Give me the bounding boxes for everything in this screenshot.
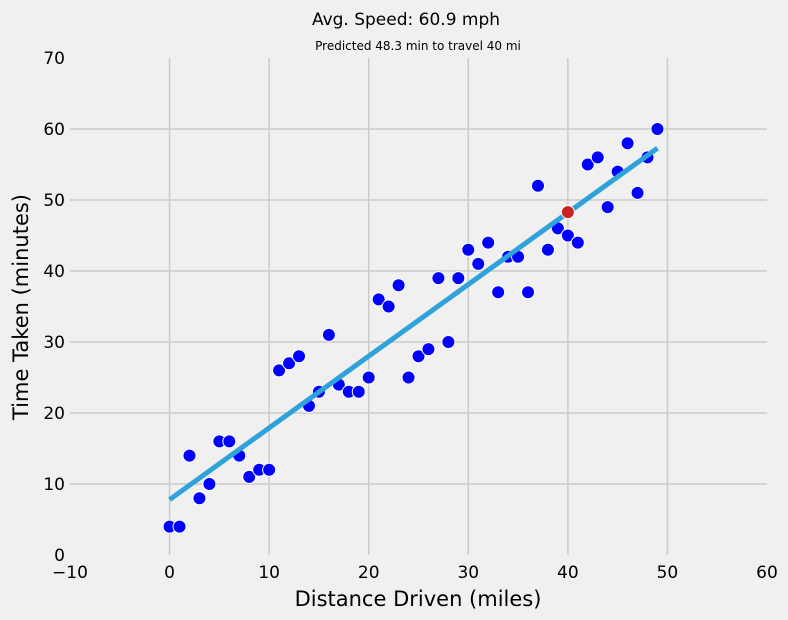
grid	[70, 58, 767, 555]
chart-subtitle: Predicted 48.3 min to travel 40 mi	[315, 39, 521, 53]
data-point	[570, 235, 585, 250]
y-tick-label: 30	[43, 333, 65, 353]
x-tick-label: 50	[657, 563, 679, 583]
prediction-group	[560, 205, 575, 220]
fit-line-group	[168, 146, 659, 502]
x-axis-label: Distance Driven (miles)	[295, 587, 542, 611]
data-point	[292, 349, 307, 364]
x-tick-label: 30	[457, 563, 479, 583]
plot-background	[70, 58, 767, 555]
data-point	[600, 200, 615, 215]
data-point	[262, 462, 277, 477]
x-tick-labels: −10 0 10 20 30 40 50 60	[52, 563, 778, 583]
data-point	[182, 448, 197, 463]
data-point	[650, 122, 665, 136]
y-tick-label: 0	[54, 546, 65, 566]
data-point	[202, 477, 217, 491]
data-point	[401, 370, 416, 385]
data-point	[391, 278, 406, 293]
fit-line	[168, 146, 659, 502]
x-tick-label: 40	[557, 563, 579, 583]
data-point	[560, 228, 575, 243]
data-point	[540, 242, 555, 257]
x-tick-label: 10	[258, 563, 280, 583]
data-point	[351, 384, 366, 399]
chart-title: Avg. Speed: 60.9 mph	[312, 10, 500, 30]
data-point	[272, 363, 287, 378]
prediction-point	[560, 205, 575, 220]
data-point	[411, 349, 426, 364]
data-point	[441, 335, 456, 349]
y-tick-label: 50	[43, 191, 65, 211]
x-tick-label: 20	[358, 563, 380, 583]
data-point	[431, 271, 446, 286]
data-point	[222, 434, 237, 449]
data-point	[242, 469, 257, 484]
data-point	[530, 178, 545, 193]
data-point	[471, 256, 486, 271]
data-point	[371, 292, 386, 307]
data-point	[421, 342, 436, 357]
data-point	[172, 519, 187, 534]
data-point	[461, 242, 476, 257]
data-point	[192, 491, 207, 506]
data-point	[620, 136, 635, 151]
data-point	[580, 157, 595, 172]
data-point	[361, 370, 376, 385]
x-tick-label: −10	[52, 563, 88, 583]
data-point	[282, 356, 297, 371]
data-point	[491, 285, 506, 300]
data-point	[321, 327, 336, 342]
data-point	[381, 299, 396, 314]
y-tick-label: 20	[43, 404, 65, 424]
y-tick-labels: 0 10 20 30 40 50 60 70	[43, 49, 65, 566]
y-tick-label: 70	[43, 49, 65, 69]
data-point	[451, 271, 466, 286]
x-tick-label: 0	[164, 563, 175, 583]
data-point	[590, 150, 605, 165]
y-axis-label: Time Taken (minutes)	[9, 194, 33, 421]
x-tick-label: 60	[756, 563, 778, 583]
data-point	[481, 235, 496, 250]
data-point	[521, 285, 536, 300]
y-tick-label: 40	[43, 262, 65, 282]
y-tick-label: 60	[43, 120, 65, 140]
data-point	[630, 185, 645, 200]
y-tick-label: 10	[43, 475, 65, 495]
